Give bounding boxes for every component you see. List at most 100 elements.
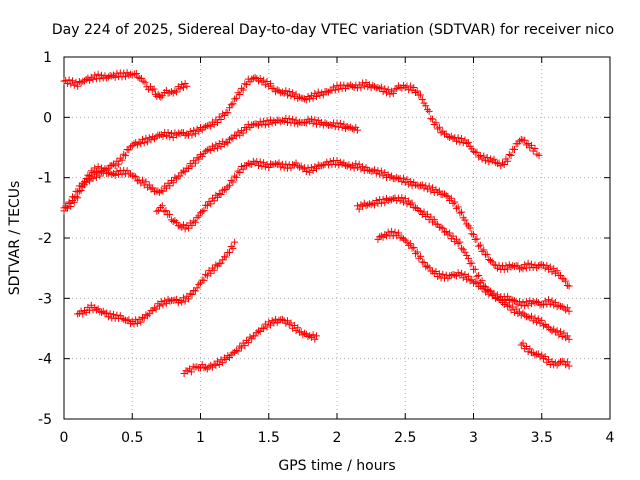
data-point bbox=[459, 274, 467, 282]
data-point bbox=[377, 83, 385, 91]
data-point bbox=[534, 350, 542, 358]
data-point bbox=[92, 306, 100, 314]
data-point bbox=[545, 296, 553, 304]
data-point bbox=[191, 287, 199, 295]
data-point bbox=[464, 255, 472, 263]
data-point bbox=[63, 204, 71, 212]
data-point bbox=[437, 129, 445, 137]
data-point bbox=[323, 88, 331, 96]
x-tick-label: 0.5 bbox=[121, 430, 143, 446]
data-point bbox=[70, 81, 78, 89]
data-point bbox=[207, 200, 215, 208]
data-point bbox=[234, 128, 242, 136]
data-point bbox=[70, 198, 78, 206]
data-point bbox=[157, 298, 165, 306]
data-point bbox=[153, 207, 161, 215]
data-point bbox=[371, 166, 379, 174]
data-point bbox=[226, 104, 234, 112]
data-point bbox=[79, 310, 87, 318]
data-point bbox=[227, 243, 235, 251]
data-point bbox=[178, 169, 186, 177]
data-point bbox=[255, 162, 263, 170]
data-point bbox=[480, 246, 488, 254]
data-point bbox=[178, 298, 186, 306]
data-point bbox=[324, 88, 332, 96]
data-point bbox=[485, 290, 493, 298]
data-point bbox=[478, 155, 486, 163]
data-point bbox=[278, 315, 286, 323]
data-point bbox=[202, 363, 210, 371]
data-point bbox=[191, 363, 199, 371]
data-point bbox=[69, 196, 77, 204]
data-point bbox=[365, 81, 373, 89]
series-arc-9 bbox=[517, 339, 573, 370]
data-point bbox=[379, 172, 387, 180]
data-point bbox=[485, 158, 493, 166]
data-point bbox=[492, 294, 500, 302]
data-point bbox=[423, 262, 431, 270]
x-tick-label: 3.5 bbox=[531, 430, 553, 446]
data-point bbox=[289, 89, 297, 97]
data-point bbox=[481, 157, 489, 165]
data-point bbox=[65, 199, 73, 207]
data-point bbox=[534, 315, 542, 323]
data-point bbox=[91, 71, 99, 79]
data-point bbox=[137, 318, 145, 326]
data-point bbox=[86, 76, 94, 84]
data-point bbox=[212, 261, 220, 269]
data-point bbox=[555, 331, 563, 339]
data-point bbox=[239, 129, 247, 137]
data-point bbox=[231, 348, 239, 356]
data-point bbox=[463, 139, 471, 147]
data-point bbox=[185, 295, 193, 303]
data-point bbox=[261, 121, 269, 129]
data-point bbox=[132, 316, 140, 324]
data-point bbox=[565, 335, 573, 343]
data-point bbox=[149, 184, 157, 192]
data-point bbox=[551, 298, 559, 306]
data-point bbox=[314, 88, 322, 96]
data-point bbox=[302, 96, 310, 104]
data-point bbox=[176, 172, 184, 180]
data-point bbox=[434, 125, 442, 133]
data-point bbox=[203, 202, 211, 210]
data-point bbox=[278, 88, 286, 96]
data-point bbox=[348, 125, 356, 133]
data-point bbox=[156, 188, 164, 196]
data-point bbox=[338, 160, 346, 168]
data-point bbox=[260, 159, 268, 167]
data-point bbox=[415, 206, 423, 214]
data-point bbox=[521, 311, 529, 319]
data-point bbox=[118, 170, 126, 178]
data-point bbox=[287, 164, 295, 172]
data-point bbox=[94, 305, 102, 313]
data-point bbox=[563, 332, 571, 340]
data-point bbox=[557, 328, 565, 336]
data-point bbox=[139, 77, 147, 85]
data-point bbox=[411, 250, 419, 258]
data-point bbox=[418, 181, 426, 189]
data-point bbox=[343, 162, 351, 170]
data-point bbox=[495, 296, 503, 304]
data-point bbox=[186, 290, 194, 298]
data-point bbox=[207, 269, 215, 277]
data-point bbox=[74, 194, 82, 202]
data-point bbox=[478, 247, 486, 255]
data-point bbox=[451, 198, 459, 206]
data-point bbox=[150, 85, 158, 93]
data-point bbox=[160, 208, 168, 216]
data-point bbox=[510, 297, 518, 305]
data-point bbox=[437, 223, 445, 231]
data-point bbox=[188, 221, 196, 229]
data-point bbox=[253, 329, 261, 337]
data-point bbox=[335, 85, 343, 93]
data-point bbox=[150, 304, 158, 312]
data-point bbox=[417, 207, 425, 215]
data-point bbox=[138, 135, 146, 143]
data-point bbox=[516, 308, 524, 316]
data-point bbox=[468, 230, 476, 238]
data-point bbox=[562, 334, 570, 342]
data-point bbox=[301, 329, 309, 337]
data-point bbox=[255, 121, 263, 129]
data-point bbox=[488, 157, 496, 165]
